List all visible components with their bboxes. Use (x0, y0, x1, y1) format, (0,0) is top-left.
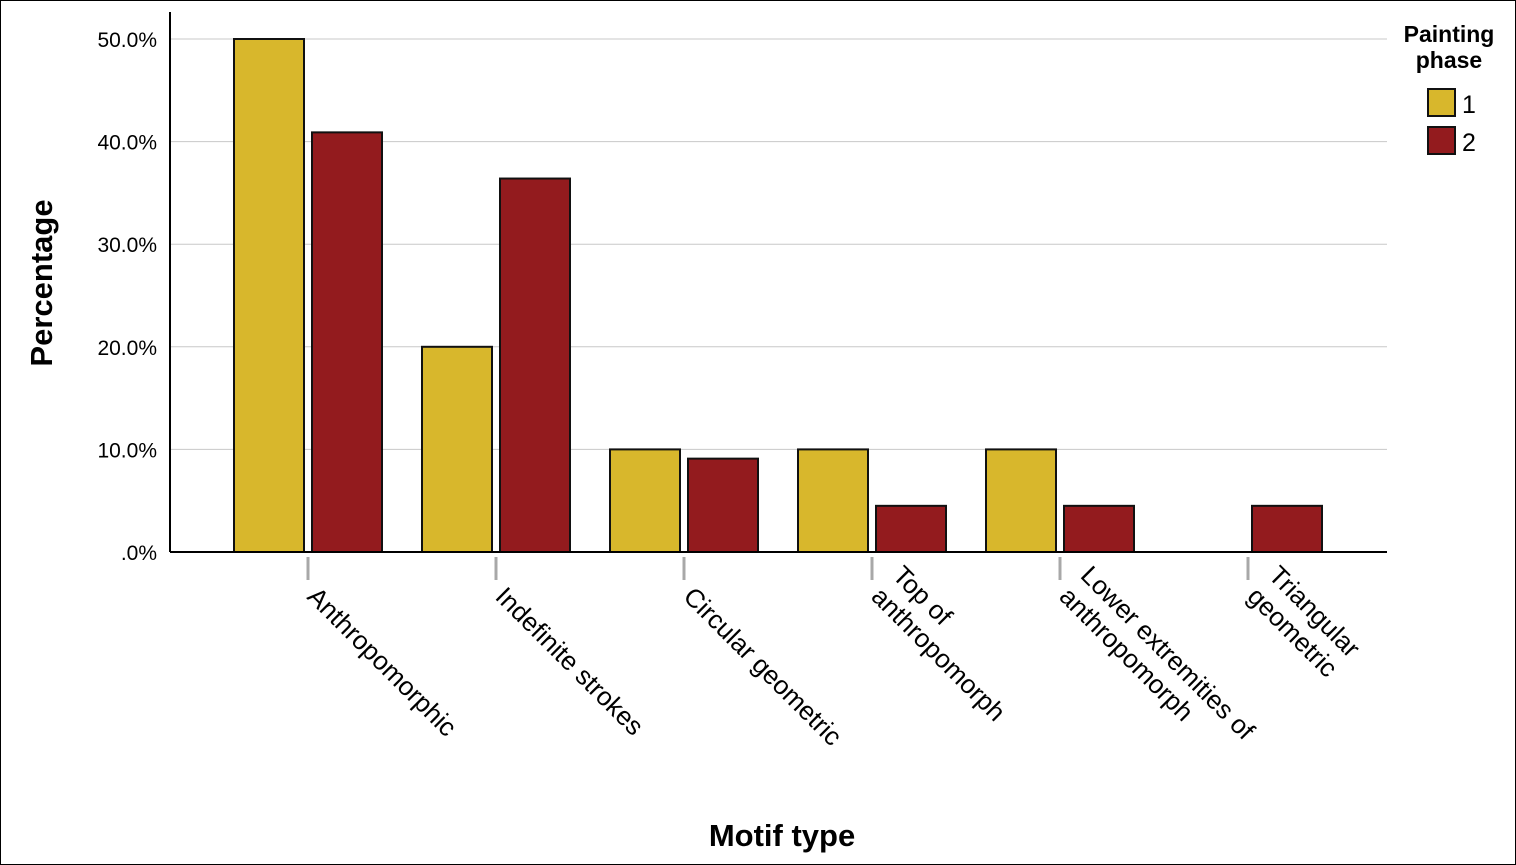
bar-2-2 (499, 177, 571, 553)
bar-2-1 (311, 131, 383, 553)
bar-2-5 (1063, 504, 1135, 553)
y-tick-label: 30.0% (97, 234, 157, 257)
legend-title: phase (1416, 47, 1482, 73)
y-axis-title: Percentage (24, 199, 59, 366)
y-tick-label: 50.0% (97, 29, 157, 52)
y-tick-label: 10.0% (97, 439, 157, 462)
legend-label: 1 (1462, 91, 1476, 119)
x-tick-label: Circular geometric (678, 581, 848, 751)
bar-2-3 (687, 457, 759, 553)
x-ticks (306, 557, 1250, 580)
x-tick-label: Indefinite strokes (490, 581, 650, 741)
bar-1-1 (233, 38, 305, 553)
x-tick-labels: Anthropomorphic Indefinite strokes Circula… (302, 560, 1367, 767)
bar-1-5 (985, 448, 1057, 553)
x-axis-title: Motif type (709, 818, 855, 853)
y-tick-label: 20.0% (97, 337, 157, 360)
legend-swatch (1427, 126, 1456, 155)
y-tick-label: .0% (121, 542, 157, 565)
y-tick-label: 40.0% (97, 132, 157, 155)
y-tick-labels: .0% 10.0% 20.0% 30.0% 40.0% 50.0% (97, 29, 157, 565)
x-tick-label: Anthropomorphic (302, 581, 463, 742)
x-tick-label: Triangulargeometric (1242, 560, 1367, 685)
legend-swatch (1427, 88, 1456, 117)
bars (233, 38, 1323, 554)
legend-title: Painting (1404, 21, 1495, 47)
bar-1-2 (421, 345, 493, 553)
bar-2-6 (1251, 504, 1323, 553)
legend-label: 2 (1462, 129, 1476, 157)
x-tick-label: Top ofanthropomorph (866, 560, 1033, 727)
x-tick-label: Lower extremities ofanthropomorph (1054, 560, 1261, 767)
bar-2-4 (875, 504, 947, 553)
bar-1-3 (609, 448, 681, 553)
bar-1-4 (797, 448, 869, 553)
